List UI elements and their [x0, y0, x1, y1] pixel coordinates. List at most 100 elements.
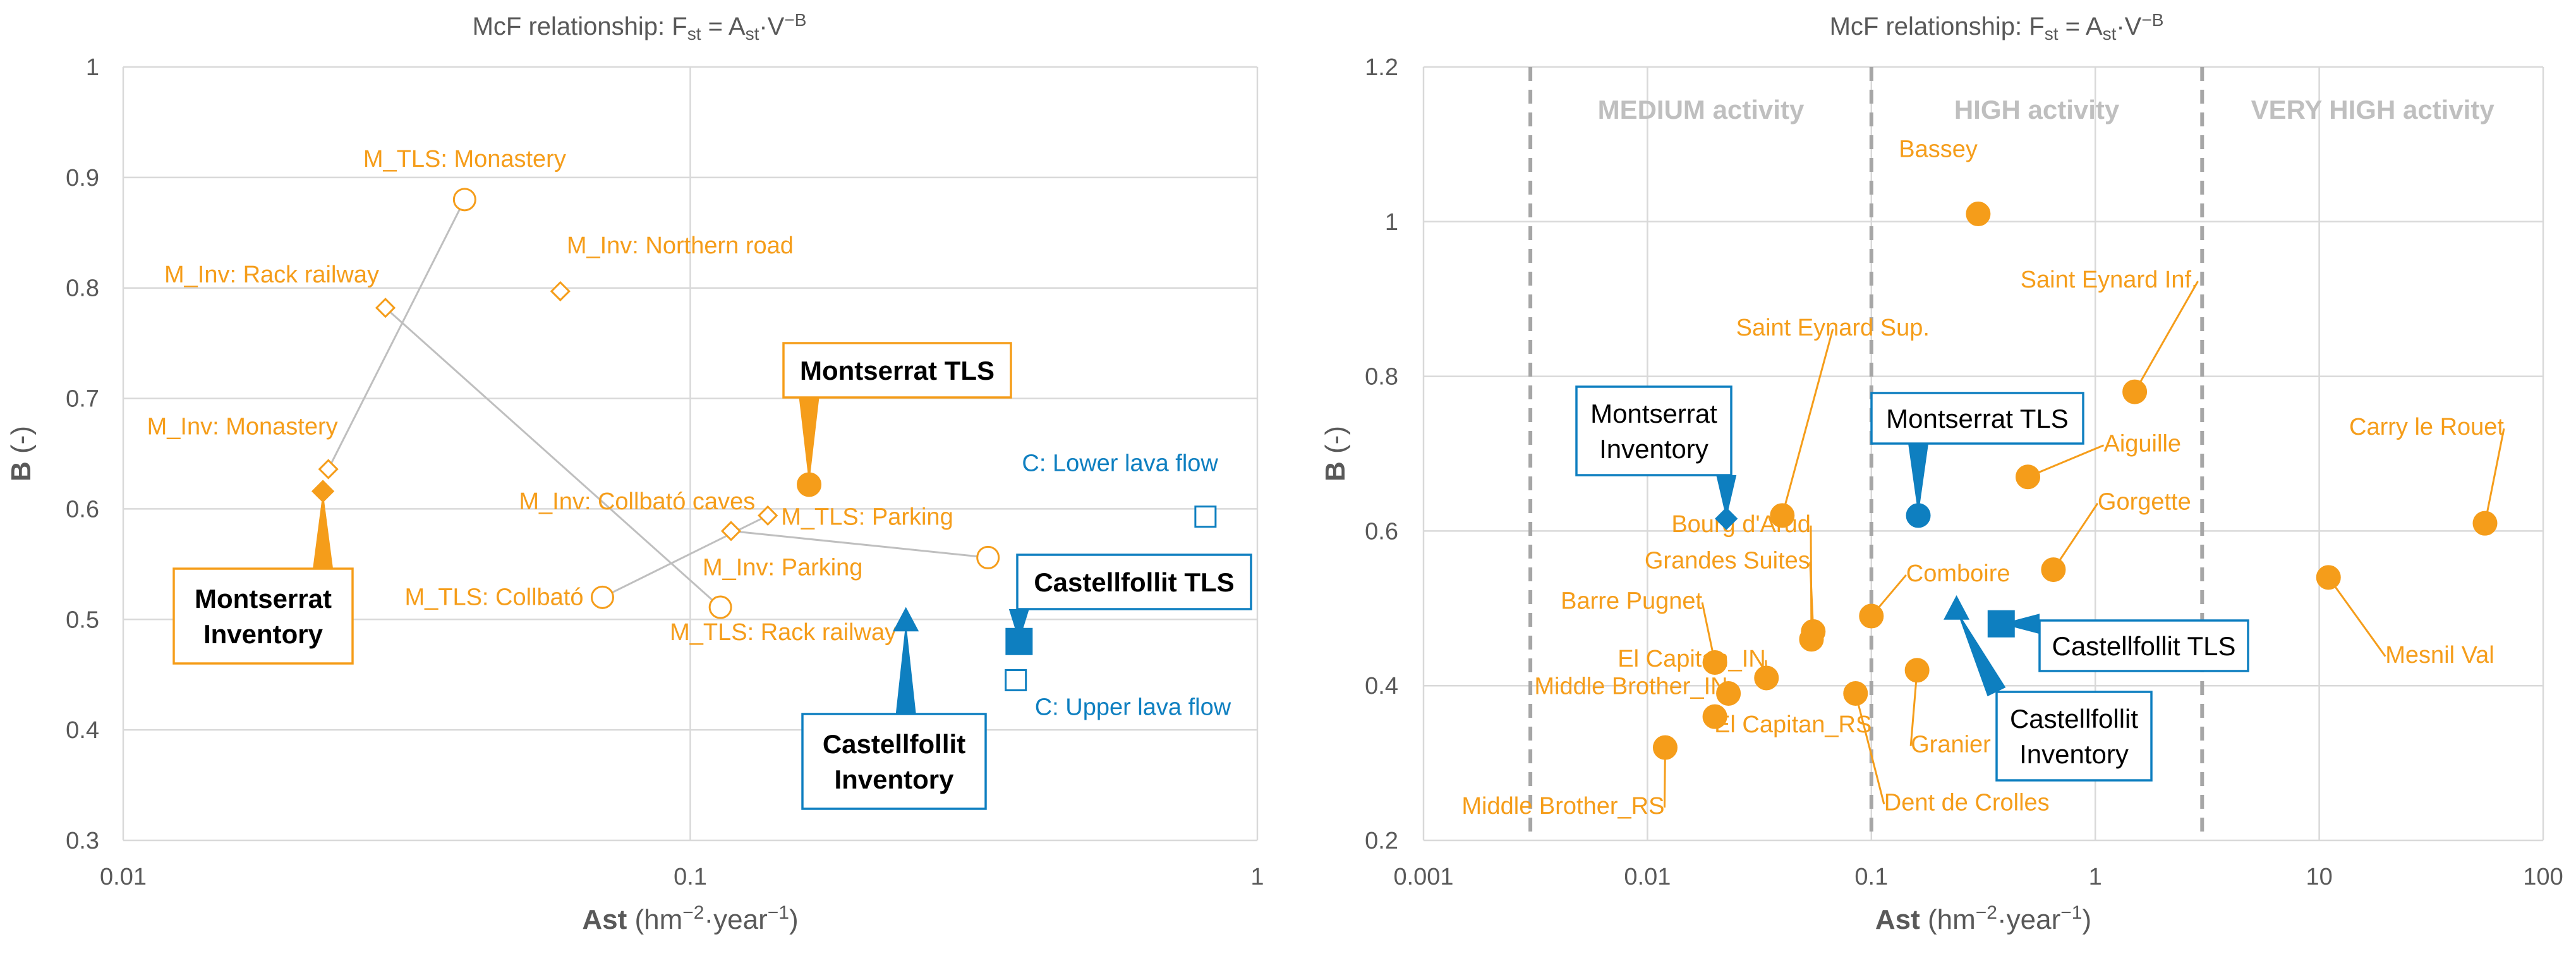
- activity-label-medium-activity: MEDIUM activity: [1598, 95, 1805, 124]
- y-tick-label: 0.9: [66, 165, 99, 191]
- leader-line: [2328, 576, 2386, 657]
- point-marker-m-tls-parking: [976, 545, 1000, 569]
- y-tick-label: 0.5: [66, 607, 99, 633]
- point-label-m-tls-rack-railway: M_TLS: Rack railway: [670, 619, 897, 646]
- callout-text: Montserrat: [1590, 399, 1717, 428]
- point-label-m-tls-collbat: M_TLS: Collbató: [404, 584, 583, 610]
- callout-pointer: [895, 621, 916, 714]
- callout-text: Montserrat: [195, 584, 332, 614]
- point-label-mesnil-val: Mesnil Val: [2385, 642, 2494, 669]
- x-tick-label: 0.1: [674, 864, 707, 890]
- point-label-middle-brother-in: Middle Brother_IN: [1534, 673, 1727, 699]
- callout-pointer: [1908, 444, 1929, 516]
- chart-right: 0.2 0.4 0.6 0.8 1 1.2 0.001 0.01 0.1 1 10 100 McF re…: [1320, 10, 2563, 935]
- leader-line: [2484, 428, 2505, 524]
- point-marker-aiguille: [2016, 464, 2041, 490]
- callout-text: Inventory: [1599, 434, 1708, 464]
- point-label-carry-le-rouet: Carry le Rouet: [2349, 414, 2504, 440]
- callout-text: Castellfollit TLS: [1034, 567, 1234, 597]
- activity-label-very-high-activity: VERY HIGH activity: [2251, 95, 2495, 124]
- y-tick-label: 1.2: [1365, 54, 1398, 81]
- point-marker-gorgette: [2041, 557, 2066, 583]
- point-marker-m-inv-monastery: [318, 459, 339, 480]
- point-label-comboire: Comboire: [1906, 560, 2011, 587]
- point-marker-castellfollit-inventory: [893, 607, 919, 632]
- point-marker-m-inv-parking: [720, 521, 742, 542]
- callout-pointer: [1008, 609, 1029, 642]
- leader-line: [1781, 329, 1834, 516]
- point-label-el-capitan-in: El Capitan_IN: [1618, 646, 1765, 672]
- callout-box: [1995, 691, 2153, 782]
- chart-title: McF relationship: Fst = Ast·V−B: [1830, 10, 2164, 44]
- x-tick-label: 10: [2306, 864, 2332, 890]
- y-tick-label: 0.8: [1365, 364, 1398, 390]
- point-label-m-inv-parking: M_Inv: Parking: [703, 554, 862, 581]
- activity-label-high-activity: HIGH activity: [1954, 95, 2120, 124]
- y-tick-label: 0.4: [1365, 673, 1398, 699]
- point-marker-carry-le-rouet: [2472, 511, 2498, 536]
- point-marker-castellfollit-tls: [1987, 610, 2015, 638]
- callout-pointer: [313, 491, 334, 569]
- point-label-granier: Granier: [1911, 732, 1991, 758]
- callout-text: Inventory: [203, 619, 324, 649]
- y-axis-title: B (-): [6, 426, 37, 481]
- callout-box: [782, 342, 1012, 399]
- point-marker-bassey: [1966, 202, 1991, 227]
- point-marker-saint-eynard-sup: [1770, 503, 1795, 528]
- leader-line: [2052, 502, 2099, 571]
- point-label-bassey: Bassey: [1899, 136, 1978, 163]
- y-tick-label: 0.3: [66, 828, 99, 854]
- callout-pointer: [1956, 610, 2006, 697]
- point-label-m-inv-northern-road: M_Inv: Northern road: [567, 233, 794, 259]
- point-label-grandes-suites: Grandes Suites: [1645, 548, 1810, 574]
- point-marker-m-tls-collbat: [590, 585, 614, 609]
- x-tick-label: 0.01: [100, 864, 147, 890]
- leader-line: [1854, 693, 1885, 804]
- callout-pointer: [2001, 614, 2040, 634]
- point-label-dent-de-crolles: Dent de Crolles: [1884, 789, 2050, 816]
- callout-text: Inventory: [2019, 739, 2129, 769]
- point-marker-dent-de-crolles: [1843, 681, 1868, 706]
- callout-box: [1016, 554, 1252, 610]
- point-marker-c-upper-lava-flow: [1005, 669, 1027, 691]
- callout-pointer: [799, 397, 819, 485]
- point-marker-castellfollit-tls: [1005, 627, 1033, 655]
- callout-box: [1575, 385, 1732, 476]
- y-tick-label: 0.4: [66, 717, 99, 744]
- point-marker-comboire: [1859, 603, 1884, 629]
- callout-text: Castellfollit: [823, 729, 965, 759]
- point-marker-el-capitan-rs: [1702, 704, 1727, 729]
- y-tick-label: 0.6: [1365, 518, 1398, 545]
- x-axis-title: Ast (hm−2·year−1): [582, 902, 798, 935]
- point-marker-bourg-d-arud: [1799, 627, 1824, 652]
- y-tick-label: 1: [1385, 209, 1398, 236]
- point-marker-montserrat-tls: [797, 472, 822, 497]
- leader-line: [2134, 281, 2199, 392]
- point-marker-el-capitan-in: [1754, 665, 1779, 691]
- callout-text: Castellfollit TLS: [2052, 631, 2235, 661]
- point-marker-montserrat-tls: [1906, 503, 1931, 528]
- point-marker-m-inv-collbat-caves: [758, 505, 778, 526]
- y-tick-label: 0.7: [66, 386, 99, 413]
- pair-connector-line: [730, 529, 988, 559]
- point-marker-castellfollit-inventory: [1944, 595, 1970, 620]
- leader-line: [2027, 444, 2105, 478]
- point-marker-granier: [1904, 658, 1930, 683]
- callout-text: Castellfollit: [2010, 704, 2138, 734]
- point-label-m-tls-monastery: M_TLS: Monastery: [363, 146, 566, 172]
- point-label-m-tls-parking: M_TLS: Parking: [781, 504, 953, 530]
- pair-connector-line: [602, 514, 768, 598]
- point-marker-m-tls-monastery: [452, 188, 476, 212]
- pair-connector-line: [385, 307, 722, 608]
- y-tick-label: 0.2: [1365, 828, 1398, 854]
- x-tick-label: 0.01: [1624, 864, 1671, 890]
- point-marker-m-tls-rack-railway: [708, 595, 732, 619]
- point-marker-mesnil-val: [2316, 565, 2341, 590]
- x-axis-title: Ast (hm−2·year−1): [1875, 902, 2091, 935]
- point-label-gorgette: Gorgette: [2098, 489, 2191, 516]
- leader-line: [1909, 670, 1918, 746]
- y-tick-label: 0.8: [66, 275, 99, 302]
- point-marker-c-lower-lava-flow: [1194, 505, 1217, 528]
- point-marker-middle-brother-in: [1716, 681, 1741, 706]
- point-label-c-lower-lava-flow: C: Lower lava flow: [1022, 451, 1218, 477]
